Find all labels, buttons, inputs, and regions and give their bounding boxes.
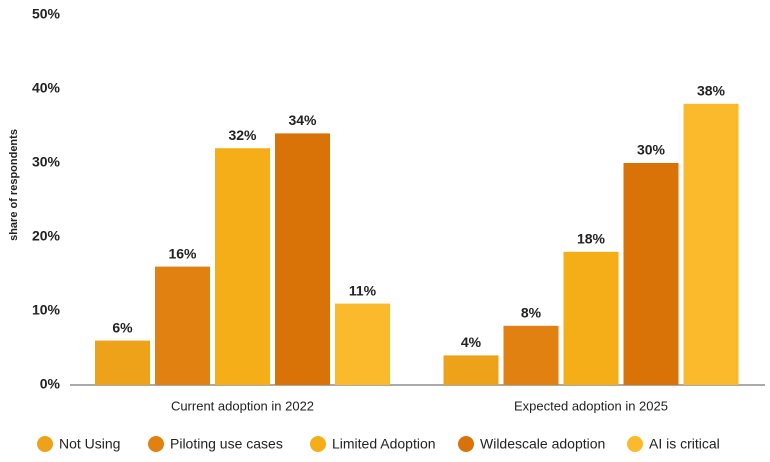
bar: [623, 163, 679, 385]
bar: [683, 103, 739, 386]
legend-label: Piloting use cases: [170, 436, 283, 452]
value-label: 8%: [521, 305, 542, 321]
bar: [443, 355, 499, 385]
bar: [215, 148, 270, 385]
legend-label: AI is critical: [649, 436, 720, 452]
legend-label: Limited Adoption: [332, 436, 436, 452]
y-axis-label: share of respondents: [8, 129, 20, 241]
x-tick-label: Expected adoption in 2025: [514, 398, 668, 413]
value-label: 16%: [168, 245, 197, 261]
bar: [275, 133, 330, 385]
value-label: 18%: [577, 231, 606, 247]
bar: [335, 303, 390, 385]
y-tick-label: 40%: [32, 80, 61, 96]
legend-label: Not Using: [59, 436, 120, 452]
legend-label: Wildescale adoption: [480, 436, 605, 452]
bar: [95, 340, 150, 385]
value-label: 34%: [288, 112, 317, 128]
value-label: 30%: [637, 142, 666, 158]
value-label: 4%: [461, 334, 482, 350]
value-label: 38%: [697, 83, 726, 99]
y-tick-label: 50%: [32, 6, 61, 22]
y-tick-label: 10%: [32, 302, 61, 318]
y-tick-label: 0%: [40, 376, 61, 392]
legend-marker: [37, 436, 53, 452]
bar: [155, 266, 210, 385]
value-label: 11%: [349, 282, 377, 298]
legend-marker: [310, 436, 326, 452]
value-label: 6%: [112, 319, 133, 335]
x-tick-label: Current adoption in 2022: [171, 398, 314, 413]
y-tick-label: 30%: [32, 154, 61, 170]
bar: [503, 325, 559, 385]
bar: [563, 251, 619, 385]
legend-marker: [458, 436, 474, 452]
y-tick-label: 20%: [32, 228, 61, 244]
legend-marker: [627, 436, 643, 452]
legend-marker: [148, 436, 164, 452]
value-label: 32%: [228, 127, 257, 143]
